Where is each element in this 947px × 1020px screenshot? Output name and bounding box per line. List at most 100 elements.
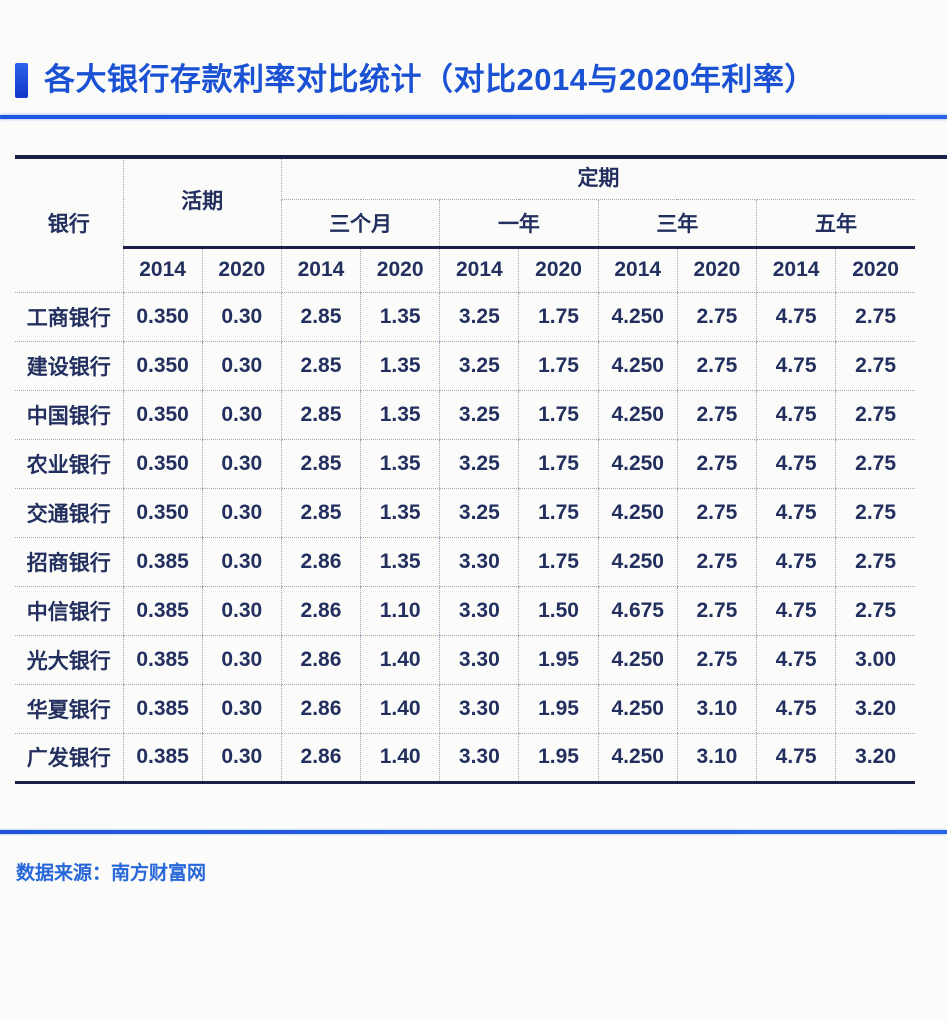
bank-name-cell: 中国银行 — [15, 390, 123, 440]
rate-cell: 4.75 — [755, 537, 836, 587]
rate-cell: 1.75 — [518, 488, 599, 538]
rate-cell: 1.35 — [360, 439, 440, 489]
rate-cell: 4.75 — [755, 439, 836, 489]
table-row: 中信银行 0.385 0.30 2.86 1.10 3.30 1.50 4.67… — [15, 586, 915, 636]
rate-cell: 3.25 — [439, 292, 519, 342]
rate-cell: 3.10 — [676, 733, 757, 784]
column-header-3month: 三个月 — [280, 199, 440, 249]
rate-cell: 4.75 — [755, 488, 836, 538]
rate-cell: 1.75 — [518, 292, 599, 342]
title-block: 各大银行存款利率对比统计（对比2014与2020年利率） — [15, 60, 932, 100]
rate-cell: 0.30 — [201, 586, 282, 636]
column-header-year-2020: 2020 — [360, 247, 440, 293]
rate-cell: 1.40 — [360, 635, 440, 685]
rate-cell: 2.86 — [280, 586, 361, 636]
rate-cell: 2.75 — [835, 537, 915, 587]
rate-cell: 1.35 — [360, 341, 440, 391]
rate-cell: 3.25 — [439, 341, 519, 391]
rate-cell: 4.250 — [597, 439, 678, 489]
rate-cell: 1.50 — [518, 586, 599, 636]
rate-cell: 3.10 — [676, 684, 757, 734]
rate-cell: 3.30 — [439, 684, 519, 734]
column-header-year-2014: 2014 — [439, 247, 519, 293]
rate-cell: 3.20 — [835, 733, 915, 784]
rate-cell: 2.75 — [676, 292, 757, 342]
table-row: 华夏银行 0.385 0.30 2.86 1.40 3.30 1.95 4.25… — [15, 684, 915, 734]
rate-cell: 3.30 — [439, 537, 519, 587]
bank-name-cell: 招商银行 — [15, 537, 123, 587]
rate-cell: 2.75 — [835, 439, 915, 489]
page-root: { "page": { "title": "各大银行存款利率对比统计（对比201… — [0, 60, 947, 1020]
rate-cell: 2.86 — [280, 684, 361, 734]
rate-cell: 1.75 — [518, 341, 599, 391]
rate-cell: 2.75 — [676, 635, 757, 685]
column-header-year-2014: 2014 — [122, 247, 203, 293]
rates-table-container: 银行 活期 定期 三个月 一年 三年 五年 2014 2020 2014 202… — [15, 155, 947, 784]
table-top-border — [15, 155, 947, 159]
bank-name-cell: 工商银行 — [15, 292, 123, 342]
column-header-fixed-deposit: 定期 — [280, 155, 915, 200]
header-row-years: 2014 2020 2014 2020 2014 2020 2014 2020 … — [15, 247, 915, 293]
rate-cell: 1.10 — [360, 586, 440, 636]
rate-cell: 0.350 — [122, 439, 203, 489]
rate-cell: 0.30 — [201, 537, 282, 587]
rate-cell: 0.385 — [122, 586, 203, 636]
rate-cell: 0.30 — [201, 733, 282, 784]
rate-cell: 4.75 — [755, 390, 836, 440]
rate-cell: 1.75 — [518, 439, 599, 489]
rate-cell: 0.350 — [122, 341, 203, 391]
rate-cell: 2.75 — [835, 390, 915, 440]
rate-cell: 0.30 — [201, 439, 282, 489]
column-header-demand-deposit: 活期 — [122, 155, 282, 249]
rate-cell: 1.35 — [360, 488, 440, 538]
rate-cell: 4.75 — [755, 292, 836, 342]
column-header-year-2020: 2020 — [676, 247, 757, 293]
rate-cell: 4.250 — [597, 537, 678, 587]
rate-cell: 0.385 — [122, 537, 203, 587]
bank-name-cell: 华夏银行 — [15, 684, 123, 734]
column-header-year-2014: 2014 — [597, 247, 678, 293]
table-row: 交通银行 0.350 0.30 2.85 1.35 3.25 1.75 4.25… — [15, 488, 915, 538]
rate-cell: 0.30 — [201, 635, 282, 685]
rate-cell: 1.75 — [518, 537, 599, 587]
table-row: 建设银行 0.350 0.30 2.85 1.35 3.25 1.75 4.25… — [15, 341, 915, 391]
column-header-year-2014: 2014 — [280, 247, 361, 293]
rate-cell: 1.95 — [518, 684, 599, 734]
title-divider — [0, 115, 947, 119]
rate-cell: 3.25 — [439, 439, 519, 489]
column-header-year-2020: 2020 — [201, 247, 282, 293]
rate-cell: 4.250 — [597, 390, 678, 440]
rate-cell: 2.85 — [280, 439, 361, 489]
rate-cell: 0.30 — [201, 684, 282, 734]
column-header-year-2020: 2020 — [518, 247, 599, 293]
table-row: 广发银行 0.385 0.30 2.86 1.40 3.30 1.95 4.25… — [15, 733, 915, 784]
data-source-caption: 数据来源：南方财富网 — [16, 862, 207, 884]
rate-cell: 2.86 — [280, 733, 361, 784]
table-row: 光大银行 0.385 0.30 2.86 1.40 3.30 1.95 4.25… — [15, 635, 915, 685]
rate-cell: 4.75 — [755, 341, 836, 391]
table-row: 中国银行 0.350 0.30 2.85 1.35 3.25 1.75 4.25… — [15, 390, 915, 440]
header-row-periods: 三个月 一年 三年 五年 — [15, 199, 915, 249]
rate-cell: 0.30 — [201, 292, 282, 342]
rate-cell: 1.35 — [360, 390, 440, 440]
column-header-1year: 一年 — [439, 199, 599, 249]
rate-cell: 1.75 — [518, 390, 599, 440]
column-header-5year: 五年 — [756, 199, 915, 249]
rate-cell: 2.75 — [835, 586, 915, 636]
bank-name-cell: 农业银行 — [15, 439, 123, 489]
rate-cell: 4.75 — [755, 586, 836, 636]
column-header-bank: 银行 — [15, 155, 123, 293]
rate-cell: 2.85 — [280, 341, 361, 391]
rate-cell: 0.385 — [122, 635, 203, 685]
rate-cell: 2.85 — [280, 488, 361, 538]
rate-cell: 3.25 — [439, 488, 519, 538]
rate-cell: 2.75 — [676, 341, 757, 391]
rate-cell: 3.30 — [439, 733, 519, 784]
rate-cell: 2.75 — [835, 292, 915, 342]
rate-cell: 4.75 — [755, 733, 836, 784]
rate-cell: 0.30 — [201, 341, 282, 391]
rate-cell: 2.85 — [280, 292, 361, 342]
rate-cell: 0.350 — [122, 390, 203, 440]
header-row-groups: 银行 活期 定期 — [15, 155, 915, 293]
rate-cell: 4.75 — [755, 635, 836, 685]
